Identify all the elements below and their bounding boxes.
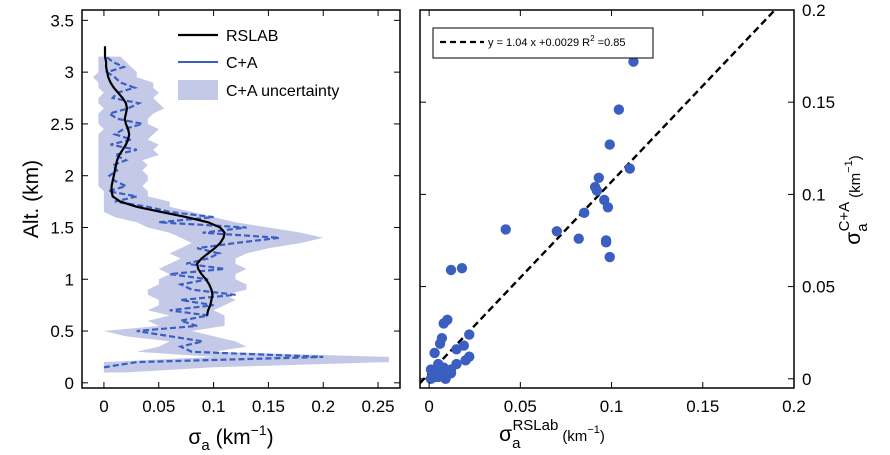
x-tick-label: 0 <box>424 397 433 416</box>
series-line-rslab <box>103 46 226 316</box>
scatter-point <box>429 371 440 383</box>
y-tick-label: 0.1 <box>802 185 826 204</box>
x-axis-label: σa (km−1) <box>188 422 273 454</box>
y-axis-label: Alt. (km) <box>20 160 43 238</box>
scatter-point <box>600 237 612 248</box>
y-tick-label: 0.5 <box>50 322 74 341</box>
y-tick-label: 0.15 <box>802 93 835 112</box>
scatter-point <box>624 163 636 174</box>
x-axis: 0 0.05 0.1 0.15 0.2 0.25 <box>99 10 395 416</box>
scatter-point <box>458 340 469 351</box>
scatter-point <box>445 264 457 276</box>
scatter-point <box>451 358 462 370</box>
scatter-point <box>602 202 614 213</box>
y-axis-label: σaC+A(km−1) <box>836 155 871 244</box>
fit-line <box>420 10 777 384</box>
scatter-point <box>429 347 440 359</box>
y-tick-label: 0.2 <box>802 1 826 20</box>
scatter-point <box>500 224 511 235</box>
y-tick-label: 0 <box>65 374 74 393</box>
altitude-profile-chart: 0 0.05 0.1 0.15 0.2 0.25 0 0.5 1 1.5 2 2.5 3 3.5 σa(… <box>20 9 401 454</box>
x-tick-label: 0.1 <box>202 397 226 416</box>
legend-swatch-uncertainty <box>178 80 218 100</box>
x-tick-label: 0.2 <box>311 397 335 416</box>
y-tick-label: 3.5 <box>50 11 74 30</box>
x-tick-label: 0.1 <box>600 397 624 416</box>
legend-label-rslab: RSLAB <box>226 28 278 45</box>
x-tick-label: 0.05 <box>504 397 537 416</box>
x-tick-label: 0.05 <box>142 397 175 416</box>
points-layer <box>425 56 639 384</box>
scatter-point <box>628 56 639 67</box>
y-tick-label: 2.5 <box>50 115 74 134</box>
y-axis-right: 0 0.05 0.1 0.15 0.2 <box>420 1 835 389</box>
legend-label-ca: C+A <box>226 55 258 72</box>
x-tick-label: 0.15 <box>252 397 285 416</box>
uncertainty-band-layer <box>93 56 389 373</box>
scatter-point <box>460 355 471 366</box>
uncertainty-band <box>93 56 389 373</box>
y-tick-label: 3 <box>65 63 74 82</box>
x-axis-label: σaRSLab(km−1) <box>499 417 605 452</box>
y-tick-label: 1.5 <box>50 218 74 237</box>
scatter-point <box>445 368 457 379</box>
scatter-point <box>591 185 603 196</box>
scatter-point <box>456 262 468 274</box>
scatter-point <box>434 338 446 349</box>
fit-legend: y = 1.04 x +0.0029 R2 =0.85 <box>432 27 654 59</box>
x-tick-label: 0.2 <box>782 397 806 416</box>
fit-line-layer <box>420 10 777 384</box>
x-tick-label: 0 <box>99 397 108 416</box>
scatter-point <box>613 104 625 115</box>
scatter-comparison-chart: 0 0.05 0.1 0.15 0.2 0 0.05 0.1 0.15 0.2 σaRSLab(… <box>419 1 871 452</box>
scatter-point <box>438 318 449 329</box>
y-tick-label: 0.05 <box>802 278 835 297</box>
plot-frame <box>81 9 401 389</box>
x-tick-label: 0.15 <box>686 397 719 416</box>
y-tick-label: 1 <box>65 270 74 289</box>
legend-label-fit: y = 1.04 x +0.0029 R2 =0.85 <box>488 34 625 49</box>
y-axis: 0 0.5 1 1.5 2 2.5 3 3.5 <box>50 11 400 393</box>
x-tick-label: 0.25 <box>362 397 395 416</box>
legend-box <box>432 27 654 59</box>
plot-frame <box>419 9 795 389</box>
scatter-point <box>551 226 563 237</box>
line-layer <box>103 46 324 369</box>
scatter-point <box>593 172 604 183</box>
x-axis: 0 0.05 0.1 0.15 0.2 <box>424 10 806 416</box>
legend-label-uncertainty: C+A uncertainty <box>226 83 339 100</box>
scatter-point <box>573 233 584 244</box>
legend: RSLAB C+A C+A uncertainty <box>178 28 339 100</box>
y-tick-label: 2 <box>65 167 74 186</box>
scatter-point <box>604 139 615 150</box>
scatter-point <box>604 251 615 263</box>
scatter-point <box>464 329 475 340</box>
scatter-point <box>578 207 590 219</box>
y-tick-label: 0 <box>802 370 811 389</box>
